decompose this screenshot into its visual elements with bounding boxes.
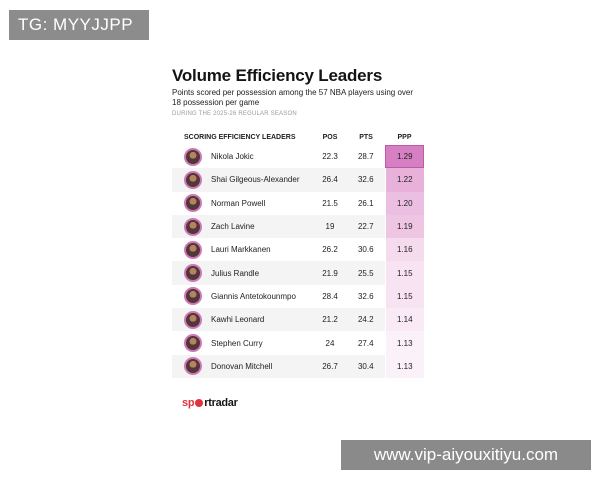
ppp-cell: 1.16	[384, 238, 424, 262]
stats-card: Volume Efficiency Leaders Points scored …	[172, 60, 428, 410]
player-name: Lauri Markkanen	[211, 245, 271, 255]
ppp-cell: 1.22	[384, 168, 424, 192]
table-row: Nikola Jokic 22.3 28.7 1.29	[172, 145, 424, 169]
ppp-cell: 1.19	[384, 214, 424, 239]
player-cell: Stephen Curry	[172, 331, 313, 355]
pts-cell: 30.4	[347, 354, 385, 378]
leaders-table: SCORING EFFICIENCY LEADERS POS PTS PPP N…	[172, 129, 424, 378]
player-name: Shai Gilgeous-Alexander	[211, 175, 300, 185]
player-cell: Nikola Jokic	[172, 145, 313, 169]
logo-text-part1: sp	[182, 396, 195, 409]
card-title: Volume Efficiency Leaders	[172, 66, 383, 85]
pts-cell: 24.2	[347, 308, 385, 332]
pts-cell: 28.7	[347, 145, 385, 169]
player-name: Norman Powell	[211, 198, 266, 208]
pts-cell: 30.6	[347, 238, 385, 262]
logo-text-part2: rtradar	[204, 396, 238, 409]
player-name: Donovan Mitchell	[211, 361, 273, 371]
player-avatar-icon	[184, 147, 202, 166]
player-cell: Kawhi Leonard	[172, 308, 313, 332]
pos-cell: 26.2	[313, 238, 347, 262]
table-row: Giannis Antetokounmpo 28.4 32.6 1.15	[172, 284, 424, 309]
player-avatar-icon	[184, 334, 202, 353]
player-name: Nikola Jokic	[211, 152, 254, 162]
table-header-row: SCORING EFFICIENCY LEADERS POS PTS PPP	[172, 129, 424, 145]
player-cell: Zach Lavine	[172, 214, 313, 239]
season-note: DURING THE 2025-26 REGULAR SEASON	[172, 111, 297, 117]
card-subtitle: Points scored per possession among the 5…	[172, 88, 414, 107]
player-avatar-icon	[184, 240, 202, 259]
player-cell: Julius Randle	[172, 261, 313, 285]
header-ppp: PPP	[397, 133, 412, 141]
pos-cell: 21.5	[313, 191, 347, 215]
header-player: SCORING EFFICIENCY LEADERS	[184, 133, 296, 141]
player-cell: Lauri Markkanen	[172, 238, 313, 262]
player-name: Giannis Antetokounmpo	[211, 291, 296, 301]
watermark-tag: TG: MYYJJPP	[9, 10, 149, 40]
pts-cell: 32.6	[347, 168, 385, 192]
ppp-cell: 1.14	[384, 308, 424, 332]
pos-cell: 28.4	[313, 284, 347, 309]
table-row: Stephen Curry 24 27.4 1.13	[172, 331, 424, 355]
pts-cell: 27.4	[347, 331, 385, 355]
player-cell: Norman Powell	[172, 191, 313, 215]
player-name: Kawhi Leonard	[211, 315, 265, 325]
ppp-cell: 1.13	[384, 354, 424, 378]
player-cell: Giannis Antetokounmpo	[172, 284, 313, 309]
ppp-cell: 1.15	[384, 261, 424, 285]
table-row: Donovan Mitchell 26.7 30.4 1.13	[172, 354, 424, 378]
pts-cell: 26.1	[347, 191, 385, 215]
player-name: Stephen Curry	[211, 338, 263, 348]
sportradar-logo: sp rtradar	[182, 396, 428, 410]
player-avatar-icon	[184, 264, 202, 283]
player-avatar-icon	[184, 194, 202, 213]
player-avatar-icon	[184, 170, 202, 189]
pts-cell: 22.7	[347, 214, 385, 239]
table-row: Zach Lavine 19 22.7 1.19	[172, 214, 424, 239]
ppp-cell: 1.20	[384, 191, 424, 215]
player-name: Zach Lavine	[211, 222, 255, 232]
player-avatar-icon	[184, 287, 202, 306]
header-pos: POS	[322, 133, 338, 141]
pos-cell: 21.2	[313, 308, 347, 332]
watermark-url: www.vip-aiyouxitiyu.com	[341, 440, 591, 470]
player-cell: Shai Gilgeous-Alexander	[172, 168, 313, 192]
player-avatar-icon	[184, 217, 202, 236]
ppp-cell: 1.29	[384, 145, 424, 169]
pos-cell: 22.3	[313, 145, 347, 169]
pts-cell: 25.5	[347, 261, 385, 285]
pos-cell: 26.7	[313, 354, 347, 378]
player-name: Julius Randle	[211, 268, 260, 278]
ppp-cell: 1.15	[384, 284, 424, 309]
logo-dot-icon	[195, 398, 204, 407]
pos-cell: 19	[313, 214, 347, 239]
table-row: Norman Powell 21.5 26.1 1.20	[172, 191, 424, 215]
pos-cell: 26.4	[313, 168, 347, 192]
table-row: Lauri Markkanen 26.2 30.6 1.16	[172, 238, 424, 262]
table-row: Julius Randle 21.9 25.5 1.15	[172, 261, 424, 285]
player-avatar-icon	[184, 357, 202, 376]
pts-cell: 32.6	[347, 284, 385, 309]
table-row: Kawhi Leonard 21.2 24.2 1.14	[172, 308, 424, 332]
player-avatar-icon	[184, 310, 202, 329]
table-row: Shai Gilgeous-Alexander 26.4 32.6 1.22	[172, 168, 424, 192]
header-pts: PTS	[359, 133, 373, 141]
ppp-cell: 1.13	[384, 331, 424, 355]
pos-cell: 24	[313, 331, 347, 355]
player-cell: Donovan Mitchell	[172, 354, 313, 378]
pos-cell: 21.9	[313, 261, 347, 285]
